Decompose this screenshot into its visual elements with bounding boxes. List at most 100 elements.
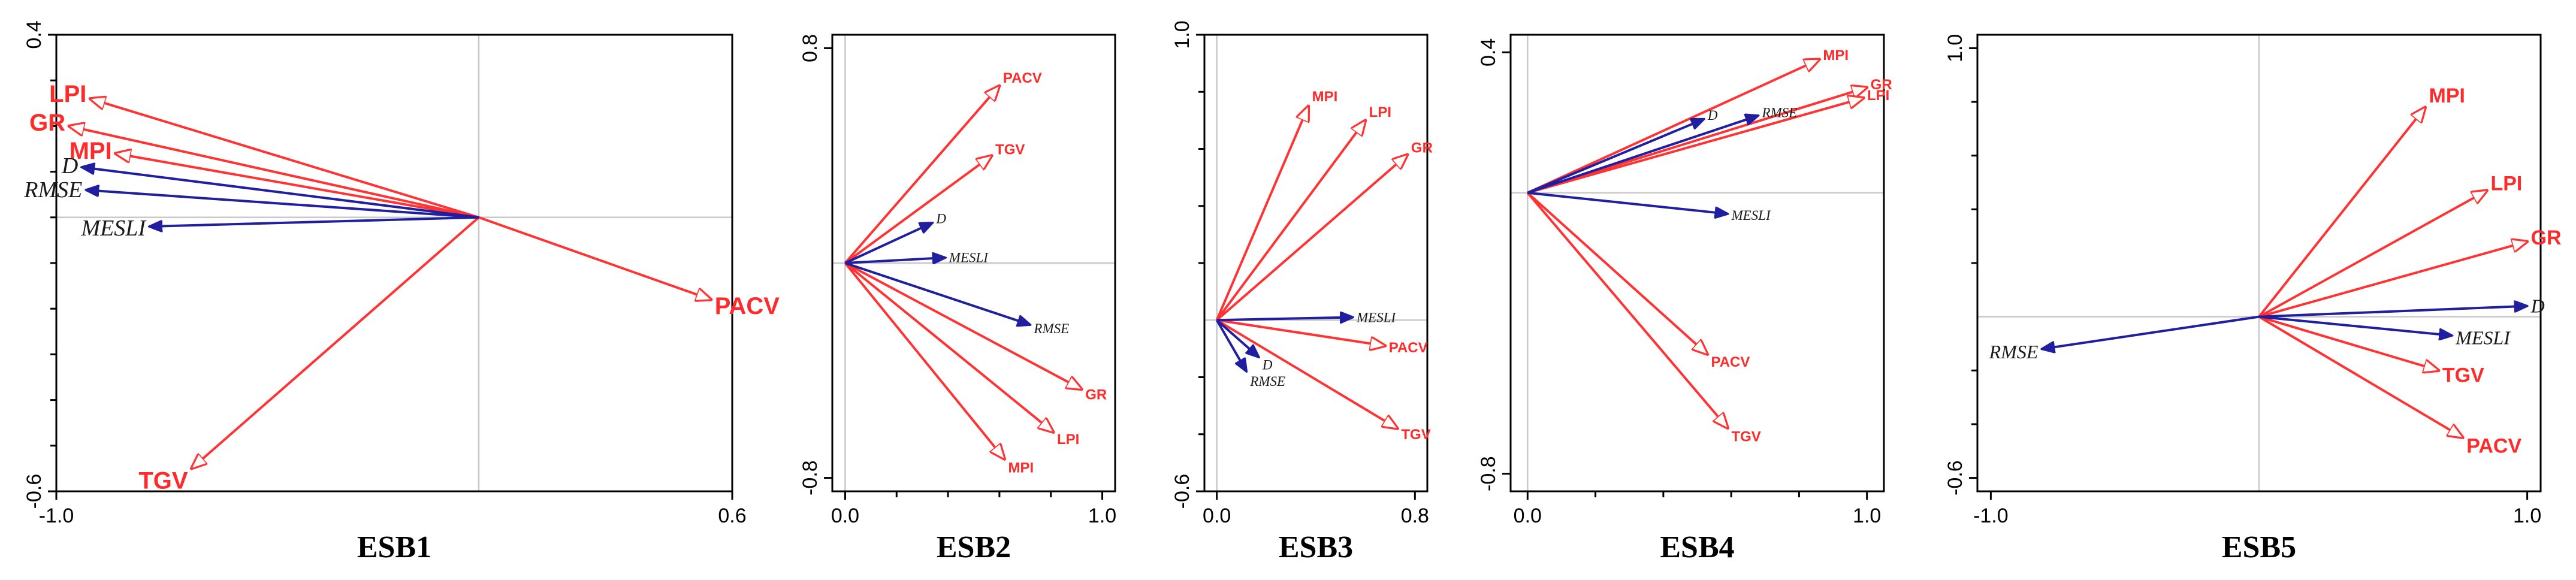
esb3-vector-mesli: [1216, 317, 1353, 320]
esb2-vector-mpi: [844, 262, 1004, 459]
esb5-title: ESB5: [2222, 530, 2296, 564]
esb4-vector-d: [1527, 117, 1704, 194]
esb1-vector-tgv: [192, 216, 480, 469]
esb2-vector-rmse: [844, 262, 1030, 325]
esb2-vector-mesli: [845, 258, 945, 263]
esb5-x-tick-label: -1.0: [1973, 505, 2009, 527]
esb4-vector-rmse: [1527, 116, 1758, 194]
esb1-vector-mpi: [116, 153, 479, 219]
esb2-vector-label-mpi: MPI: [1008, 460, 1034, 476]
esb5-vector-label-pacv: PACV: [2466, 434, 2521, 457]
esb4-vector-label-mesli: MESLI: [1731, 208, 1771, 223]
esb3-vector-lpi: [1216, 120, 1366, 321]
esb5-vector-label-rmse: RMSE: [1989, 341, 2039, 362]
esb3-vector-pacv: [1216, 319, 1385, 346]
esb5-vector-rmse: [2042, 315, 2260, 349]
esb4-x-tick-label: 1.0: [1853, 505, 1881, 527]
esb1-vector-label-lpi: LPI: [49, 81, 86, 107]
esb3-vector-label-pacv: PACV: [1389, 340, 1428, 356]
esb3-x-tick-label: 0.8: [1401, 505, 1429, 527]
esb2-vector-label-lpi: LPI: [1057, 431, 1079, 448]
esb4-vector-label-gr: GR: [1871, 77, 1892, 93]
panels-container: -1.0 0.60.4-0.6ESB1LPIGRMPIPACVTGVDRMSEME…: [23, 20, 2562, 564]
esb1-y-tick-label: -0.6: [23, 474, 46, 509]
esb1-vector-lpi: [90, 99, 479, 219]
esb2-x-tick-label: 0.0: [831, 505, 859, 527]
esb3-vector-label-tgv: TGV: [1401, 427, 1430, 443]
esb3-vector-label-lpi: LPI: [1369, 104, 1391, 120]
esb3-vector-label-gr: GR: [1411, 140, 1433, 156]
esb4-vector-label-d: D: [1707, 108, 1718, 123]
esb5-vector-gr: [2258, 241, 2527, 318]
esb3-vector-mpi: [1215, 106, 1309, 321]
esb2-panel: 0.0 1.0 0.8 -0.8 ESB2 PACV TGV GR LPI MPI D MESLI RM…: [799, 34, 1116, 564]
esb1-vector-rmse: [86, 190, 479, 219]
esb3-vector-label-mesli: MESLI: [1356, 310, 1397, 325]
esb2-y-tick-label: 0.8: [799, 34, 822, 62]
esb2-vector-gr: [844, 262, 1082, 389]
esb3-y-tick-label: -0.6: [1171, 474, 1194, 509]
esb4-vector-lpi: [1527, 98, 1864, 194]
esb2-vector-label-mesli: MESLI: [949, 250, 989, 265]
esb5-y-tick-label: 1.0: [1944, 34, 1967, 62]
esb1-title: ESB1: [357, 530, 431, 564]
esb4-x-tick-label: 0.0: [1514, 505, 1542, 527]
esb2-vector-label-tgv: TGV: [995, 141, 1025, 158]
esb2-x-tick-label: 1.0: [1088, 505, 1116, 527]
esb4-vector-mesli: [1527, 191, 1728, 214]
esb1-vector-gr: [69, 126, 479, 219]
esb1-x-tick-label: 0.6: [718, 505, 746, 527]
esb2-vector-label-gr: GR: [1085, 387, 1107, 403]
esb1-vector-label-tgv: TGV: [138, 468, 188, 494]
esb2-plot-frame: [831, 34, 1116, 493]
esb2-vector-tgv: [844, 156, 992, 264]
esb1-vector-label-rmse: RMSE: [23, 177, 82, 203]
esb3-vector-d: [1216, 319, 1259, 357]
esb4-vector-label-pacv: PACV: [1711, 354, 1750, 370]
esb1-y-tick-label: 0.4: [23, 20, 46, 49]
esb2-vector-label-pacv: PACV: [1003, 70, 1042, 86]
esb1-x-tick-label: -1.0: [39, 505, 74, 527]
esb5-vector-label-d: D: [2530, 295, 2545, 317]
esb4-vector-label-lpi: LPI: [1867, 87, 1889, 104]
esb1-vector-label-gr: GR: [29, 110, 65, 136]
esb5-panel: -1.0 1.0 1.0 -0.6 ESB5 MPI LPI GR TGV PACV D MESLI R…: [1944, 34, 2562, 564]
esb2-vector-label-rmse: RMSE: [1033, 321, 1069, 336]
esb4-vector-mpi: [1527, 59, 1819, 194]
esb3-title: ESB3: [1279, 530, 1353, 564]
esb4-vector-label-mpi: MPI: [1823, 47, 1849, 64]
esb5-vector-d: [2258, 306, 2527, 318]
esb1-plot-frame: [55, 34, 733, 493]
esb4-vector-label-tgv: TGV: [1731, 429, 1760, 445]
esb2-vector-pacv: [844, 86, 999, 264]
esb5-vector-lpi: [2258, 191, 2487, 318]
esb2-vector-d: [844, 223, 932, 264]
esb5-vector-pacv: [2258, 315, 2463, 438]
esb5-vector-tgv: [2258, 315, 2439, 371]
esb1-vector-label-pacv: PACV: [715, 293, 780, 319]
esb4-title: ESB4: [1660, 530, 1734, 564]
esb1-vector-pacv: [478, 216, 711, 300]
esb5-y-tick-label: -0.6: [1944, 460, 1967, 496]
esb1-vector-label-mpi: MPI: [70, 138, 112, 164]
esb3-vector-label-rmse: RMSE: [1249, 374, 1285, 389]
esb4-y-tick-label: 0.4: [1477, 38, 1500, 67]
esb5-vector-label-mpi: MPI: [2429, 84, 2465, 107]
esb4-vector-pacv: [1526, 192, 1707, 355]
esb3-panel: 0.0 0.8 1.0 -0.6 ESB3 MPI LPI GR PACV TGV MESLI RMS…: [1171, 20, 1433, 564]
esb3-vector-label-mpi: MPI: [1312, 89, 1338, 105]
esb3-x-tick-label: 0.0: [1203, 505, 1231, 527]
esb3-vector-label-d: D: [1262, 357, 1273, 372]
esb5-x-tick-label: 1.0: [2513, 505, 2541, 527]
esb2-vector-label-d: D: [935, 212, 946, 226]
esb4-vector-gr: [1527, 87, 1867, 194]
esb3-vector-rmse: [1215, 319, 1247, 371]
esb3-vector-gr: [1216, 155, 1408, 321]
esb5-vector-label-lpi: LPI: [2490, 173, 2522, 195]
esb4-vector-tgv: [1526, 192, 1728, 428]
esb1-vector-label-mesli: MESLI: [80, 216, 147, 241]
esb5-vector-mesli: [2258, 315, 2452, 336]
